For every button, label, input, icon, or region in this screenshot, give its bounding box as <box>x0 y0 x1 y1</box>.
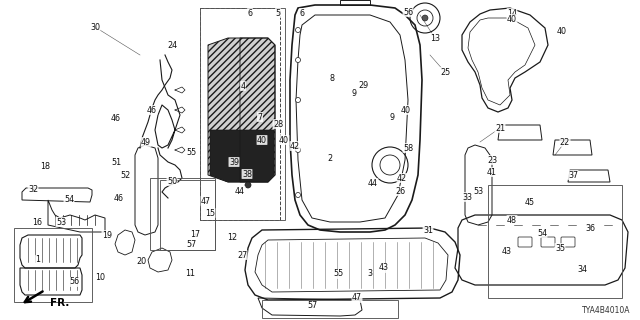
Text: 46: 46 <box>111 114 121 123</box>
Text: 40: 40 <box>401 106 411 115</box>
Text: 57: 57 <box>307 301 317 310</box>
Text: FR.: FR. <box>50 298 69 308</box>
Text: 46: 46 <box>114 194 124 203</box>
Text: 23: 23 <box>487 156 497 164</box>
Text: 55: 55 <box>333 269 343 278</box>
Text: 53: 53 <box>473 187 483 196</box>
Text: 40: 40 <box>507 14 517 23</box>
Text: 16: 16 <box>32 218 42 227</box>
Text: 53: 53 <box>56 218 66 227</box>
Circle shape <box>296 58 301 62</box>
Text: 31: 31 <box>423 226 433 235</box>
Text: 4: 4 <box>241 82 246 91</box>
Text: 29: 29 <box>358 81 368 90</box>
Text: 58: 58 <box>403 143 413 153</box>
Text: 22: 22 <box>560 138 570 147</box>
Text: 32: 32 <box>28 185 38 194</box>
Circle shape <box>422 15 428 21</box>
Circle shape <box>245 182 251 188</box>
Text: TYA4B4010A: TYA4B4010A <box>582 306 630 315</box>
Circle shape <box>296 98 301 102</box>
Text: 10: 10 <box>95 274 105 283</box>
Text: 40: 40 <box>257 135 267 145</box>
Text: 6: 6 <box>248 9 253 18</box>
Text: 15: 15 <box>205 209 215 218</box>
Text: 14: 14 <box>507 9 517 18</box>
Circle shape <box>296 28 301 33</box>
Text: 47: 47 <box>201 196 211 205</box>
Text: 34: 34 <box>577 266 587 275</box>
Text: 40: 40 <box>279 135 289 145</box>
Text: 52: 52 <box>120 171 130 180</box>
Text: 57: 57 <box>186 239 196 249</box>
Text: 18: 18 <box>40 162 50 171</box>
Text: 43: 43 <box>502 246 512 255</box>
Text: 17: 17 <box>190 229 200 238</box>
Polygon shape <box>208 38 275 182</box>
Text: 25: 25 <box>440 68 450 76</box>
Text: 42: 42 <box>290 141 300 150</box>
Text: 55: 55 <box>186 148 196 156</box>
Text: 56: 56 <box>69 277 79 286</box>
Polygon shape <box>210 130 274 182</box>
Text: 9: 9 <box>389 113 395 122</box>
Text: 28: 28 <box>273 119 283 129</box>
Text: 43: 43 <box>379 263 389 273</box>
Text: 44: 44 <box>235 187 245 196</box>
Text: 42: 42 <box>397 173 407 182</box>
Text: 56: 56 <box>403 7 413 17</box>
Text: 27: 27 <box>237 251 247 260</box>
Text: 37: 37 <box>568 171 578 180</box>
Text: 47: 47 <box>352 293 362 302</box>
Text: 46: 46 <box>147 106 157 115</box>
Text: 7: 7 <box>257 113 262 122</box>
Text: 54: 54 <box>64 195 74 204</box>
Text: 39: 39 <box>229 157 239 166</box>
Text: 33: 33 <box>462 193 472 202</box>
Text: 41: 41 <box>487 167 497 177</box>
Text: 40: 40 <box>557 27 567 36</box>
Text: 6: 6 <box>300 9 305 18</box>
Text: 8: 8 <box>330 74 335 83</box>
Text: 13: 13 <box>430 34 440 43</box>
Text: 19: 19 <box>102 230 112 239</box>
Text: 11: 11 <box>185 269 195 278</box>
Text: 20: 20 <box>136 258 146 267</box>
Text: 54: 54 <box>537 228 547 237</box>
Text: 50: 50 <box>167 177 177 186</box>
Circle shape <box>296 193 301 197</box>
Text: 44: 44 <box>368 179 378 188</box>
Text: 26: 26 <box>395 187 405 196</box>
Text: 24: 24 <box>167 41 177 50</box>
Text: 51: 51 <box>111 157 121 166</box>
Text: 45: 45 <box>525 197 535 206</box>
Text: 3: 3 <box>367 269 372 278</box>
Text: 1: 1 <box>35 255 40 265</box>
Text: 35: 35 <box>555 244 565 252</box>
Text: 30: 30 <box>90 22 100 31</box>
Text: 38: 38 <box>242 170 252 179</box>
Text: 21: 21 <box>495 124 505 132</box>
Text: 48: 48 <box>507 215 517 225</box>
Text: 12: 12 <box>227 233 237 242</box>
Text: 5: 5 <box>275 9 280 18</box>
Circle shape <box>296 148 301 153</box>
Text: 9: 9 <box>351 89 356 98</box>
Text: 49: 49 <box>141 138 151 147</box>
Text: 2: 2 <box>328 154 333 163</box>
Text: 36: 36 <box>585 223 595 233</box>
